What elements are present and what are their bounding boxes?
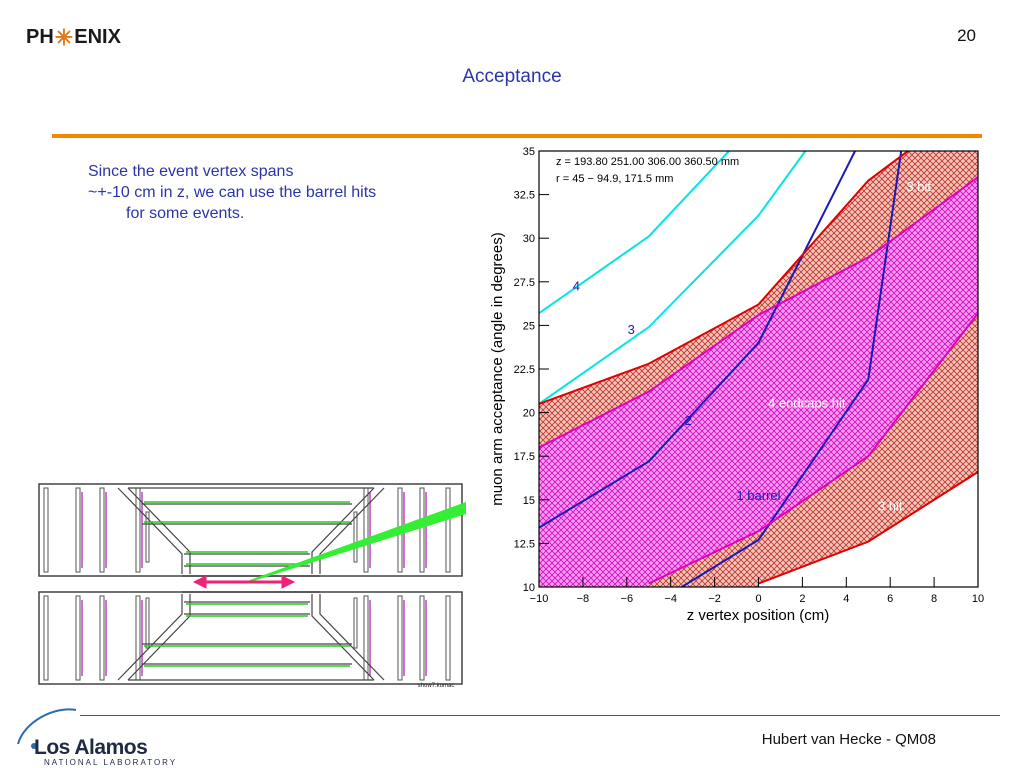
series-line-1 [539,151,807,405]
particle-track [250,502,466,582]
logo-right-text: ENIX [74,26,121,48]
series-lines [539,151,978,587]
x-tick-label: 0 [755,593,761,605]
body-line-3: for some events. [126,205,245,222]
y-tick-label: 17.5 [514,451,535,463]
barrel-green-layers [144,501,350,667]
x-tick-label: 10 [972,593,984,605]
series-line-7 [648,312,978,585]
y-tick-label: 15 [523,495,535,507]
body-text: Since the event vertex spans ~+-10 cm in… [88,161,468,224]
x-tick-label: 8 [931,593,937,605]
logo-dot-icon [31,743,37,749]
body-line-1: Since the event vertex spans [88,163,294,180]
series-line-3 [681,151,903,587]
y-axis-label: muon arm acceptance (angle in degrees) [489,232,506,506]
annotation-label: 2 [685,413,692,428]
annotation-label: 4 endcaps hit [768,395,846,410]
footer-divider [80,715,1000,716]
y-tick-label: 27.5 [514,277,535,289]
y-tick-label: 20 [523,408,535,420]
annotation-label: 4 [573,279,580,294]
series-line-4 [539,151,910,405]
y-tick-label: 22.5 [514,364,535,376]
legend-line-1: z = 193.80 251.00 306.00 360.50 mm [556,156,739,168]
logo-left-text: PH [26,26,54,48]
x-tick-label: 6 [887,593,893,605]
slide-title: Acceptance [462,66,562,87]
detector-background [36,482,466,690]
barrel-layers [142,503,352,665]
y-tick-label: 30 [523,233,535,245]
acceptance-bands [539,151,978,587]
x-tick-label: 4 [843,593,849,605]
legend-line-2: r = 45 − 94.9, 171.5 mm [556,173,673,185]
axis-ticks: −10 −8 −6 −4 −2 0 2 4 6 8 10 10 12.5 15 17.5 20 22.5 25 27… [514,146,985,605]
x-tick-label: 2 [799,593,805,605]
lab-name: Los Alamos [34,736,148,759]
x-axis-label: z vertex position (cm) [687,607,830,624]
vertex-range-arrow [192,575,296,589]
logo-orbit-icon [17,708,77,745]
annotations: 4 3 2 1 barrel 3 hit 4 endcaps hit 3 hit [573,179,932,513]
sunburst-icon: ✳ [54,24,74,50]
series-line-0 [539,151,731,315]
y-tick-label: 32.5 [514,190,535,202]
y-tick-label: 25 [523,320,535,332]
y-tick-label: 12.5 [514,538,535,550]
annotation-label: 1 barrel [736,488,780,503]
detector-diagram: show7.kumac [36,482,466,690]
annotation-label: 3 hit [878,498,903,513]
series-line-2 [539,151,857,529]
x-tick-label: −2 [708,593,721,605]
station-bars [43,487,451,681]
series-line-6 [539,176,978,449]
x-tick-label: −6 [621,593,634,605]
detector-caption: show7.kumac [418,683,455,689]
series-line-5 [758,471,978,585]
lab-subtitle: NATIONAL LABORATORY [44,758,178,767]
station-highlights [81,492,427,676]
lanl-logo [17,708,77,749]
footer-author: Hubert van Hecke - QM08 [761,731,936,748]
annotation-label: 3 hit [906,179,931,194]
x-tick-label: −8 [577,593,590,605]
y-tick-label: 10 [523,582,535,594]
annotation-label: 3 [628,322,635,337]
x-tick-label: −4 [664,593,677,605]
slide-number: 20 [957,26,976,45]
y-tick-label: 35 [523,146,535,158]
x-tick-label: −10 [530,593,549,605]
body-line-2: ~+-10 cm in z, we can use the barrel hit… [88,184,377,201]
magenta-hatch-band [539,177,978,587]
acceptance-chart: −10 −8 −6 −4 −2 0 2 4 6 8 10 10 12.5 15 17.5 20 22.5 25 27… [486,143,986,628]
phenix-logo: PH ✳ ENIX [26,26,121,49]
title-divider [52,134,982,138]
